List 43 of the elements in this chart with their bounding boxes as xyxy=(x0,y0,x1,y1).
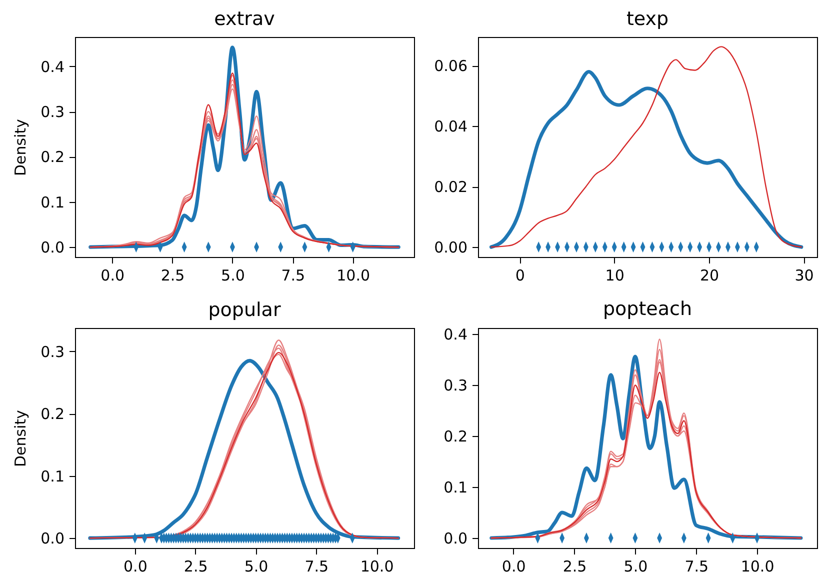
y-tick-label: 0.2 xyxy=(40,405,64,424)
y-tick-label: 0.2 xyxy=(40,148,64,166)
x-tick-label: 2.5 xyxy=(184,558,208,576)
x-tick-label: 0.0 xyxy=(502,558,526,576)
x-tick-label: 7.5 xyxy=(684,558,709,576)
y-tick-label: 0.4 xyxy=(444,326,468,344)
y-tick-label: 0.02 xyxy=(434,178,468,196)
y-axis-title: Density xyxy=(12,118,30,176)
x-tick-label: 0.0 xyxy=(123,558,148,576)
chart-title: popteach xyxy=(602,298,692,320)
y-tick-label: 0.3 xyxy=(444,376,468,395)
y-tick-label: 0.0 xyxy=(444,530,468,548)
x-tick-label: 5.0 xyxy=(624,558,648,576)
chart-title: texp xyxy=(626,8,669,30)
y-tick-label: 0.4 xyxy=(40,58,64,76)
y-axis-title: Density xyxy=(12,410,30,468)
x-tick-label: 10.0 xyxy=(740,558,774,576)
x-tick-label: 0.0 xyxy=(100,266,125,284)
y-tick-label: 0.0 xyxy=(40,530,64,548)
x-tick-label: 0 xyxy=(515,266,525,284)
x-tick-label: 5.0 xyxy=(244,558,268,576)
x-tick-label: 10.0 xyxy=(360,558,394,576)
y-tick-label: 0.1 xyxy=(40,467,64,486)
x-tick-label: 30 xyxy=(794,266,814,284)
y-tick-label: 0.0 xyxy=(40,238,64,257)
x-tick-label: 5.0 xyxy=(221,266,245,284)
x-tick-label: 10 xyxy=(605,266,624,284)
x-tick-label: 7.5 xyxy=(304,558,329,576)
y-tick-label: 0.1 xyxy=(444,478,468,497)
x-tick-label: 2.5 xyxy=(562,558,587,576)
x-tick-label: 2.5 xyxy=(160,266,185,284)
y-tick-label: 0.06 xyxy=(434,57,468,76)
y-tick-label: 0.3 xyxy=(40,103,64,122)
chart-title: popular xyxy=(208,299,281,321)
y-tick-label: 0.00 xyxy=(434,238,468,257)
y-tick-label: 0.04 xyxy=(434,118,468,136)
x-tick-label: 10.0 xyxy=(336,266,370,284)
y-tick-label: 0.3 xyxy=(40,342,64,361)
y-tick-label: 0.2 xyxy=(444,428,468,446)
y-tick-label: 0.1 xyxy=(40,193,64,212)
x-tick-label: 7.5 xyxy=(281,266,306,284)
chart-title: extrav xyxy=(214,8,275,30)
x-tick-label: 20 xyxy=(700,266,720,284)
